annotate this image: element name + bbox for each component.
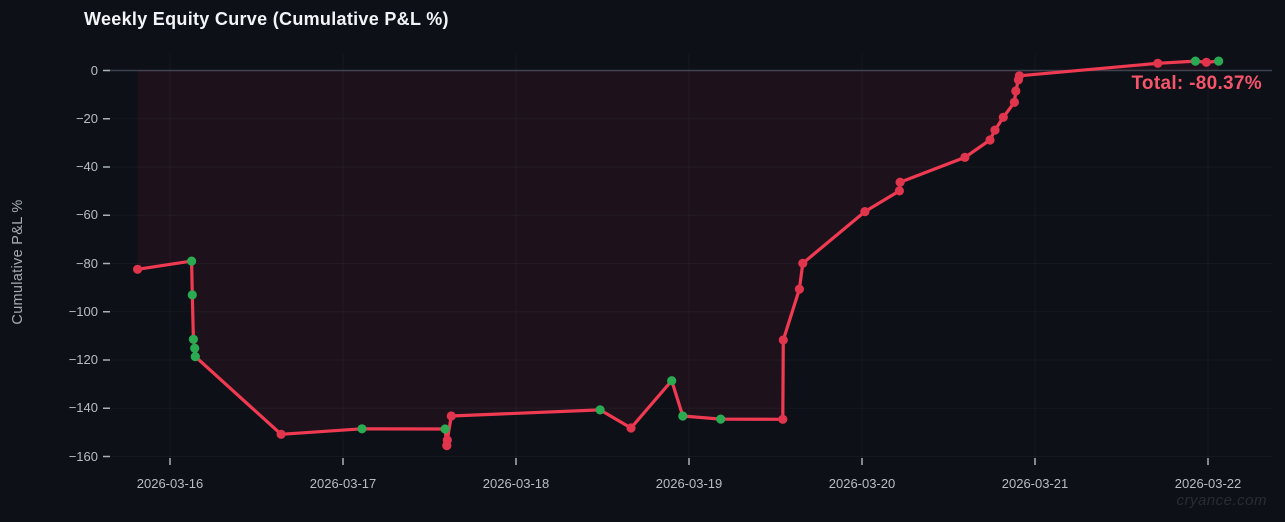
x-tick-label: 2026-03-17 xyxy=(309,476,377,491)
y-tick-label: −120 xyxy=(68,352,98,367)
equity-area-fill xyxy=(137,61,1219,446)
y-tick-label: 0 xyxy=(90,62,98,78)
loss-trade-marker xyxy=(1009,97,1020,107)
y-tick-label: −160 xyxy=(68,448,98,464)
y-tick-label: −60 xyxy=(75,207,98,223)
loss-trade-marker xyxy=(798,258,808,268)
loss-trade-marker xyxy=(626,423,636,433)
x-tick-label: 2026-03-19 xyxy=(655,476,723,491)
x-tick-label: 2026-03-18 xyxy=(482,476,550,491)
win-trade-marker xyxy=(357,424,367,434)
win-trade-marker xyxy=(1190,56,1200,66)
total-pnl-annotation: Total: -80.37% xyxy=(1131,73,1262,94)
loss-trade-marker xyxy=(998,112,1008,122)
loss-trade-marker xyxy=(794,284,805,294)
loss-trade-marker xyxy=(442,435,452,445)
chart-title: Weekly Equity Curve (Cumulative P&L %) xyxy=(84,9,449,29)
win-trade-marker xyxy=(190,343,200,353)
loss-trade-marker xyxy=(276,429,286,439)
loss-trade-marker xyxy=(778,414,788,424)
x-tick-label: 2026-03-22 xyxy=(1174,476,1242,491)
win-trade-marker xyxy=(1214,56,1224,66)
loss-trade-marker xyxy=(1014,71,1024,81)
win-trade-marker xyxy=(595,405,605,415)
win-trade-marker xyxy=(188,334,198,344)
loss-trade-marker xyxy=(990,125,1000,135)
loss-trade-marker xyxy=(133,264,143,274)
win-trade-marker xyxy=(440,424,450,434)
win-trade-marker xyxy=(187,256,197,266)
loss-trade-marker xyxy=(960,152,970,162)
x-tick-label: 2026-03-21 xyxy=(1001,476,1069,491)
loss-trade-marker xyxy=(895,177,905,187)
loss-trade-marker xyxy=(1201,57,1211,67)
y-tick-label: −40 xyxy=(75,159,98,174)
win-trade-marker xyxy=(678,411,688,421)
loss-trade-marker xyxy=(985,135,995,145)
loss-trade-marker xyxy=(860,207,870,217)
loss-trade-marker xyxy=(778,335,788,345)
x-tick-label: 2026-03-16 xyxy=(136,476,204,491)
win-trade-marker xyxy=(187,290,197,300)
y-tick-label: −20 xyxy=(75,110,98,126)
y-tick-label: −140 xyxy=(68,400,98,416)
win-trade-marker xyxy=(190,352,200,362)
x-tick-label: 2026-03-20 xyxy=(828,476,896,491)
watermark: cryance.com xyxy=(1176,492,1267,509)
loss-trade-marker xyxy=(446,411,456,421)
loss-trade-marker xyxy=(1153,58,1163,68)
loss-trade-marker xyxy=(894,186,905,196)
loss-trade-marker xyxy=(1011,86,1021,96)
win-trade-marker xyxy=(667,376,677,386)
win-trade-marker xyxy=(716,414,726,424)
y-tick-label: −80 xyxy=(75,255,98,271)
y-tick-label: −100 xyxy=(68,303,98,319)
